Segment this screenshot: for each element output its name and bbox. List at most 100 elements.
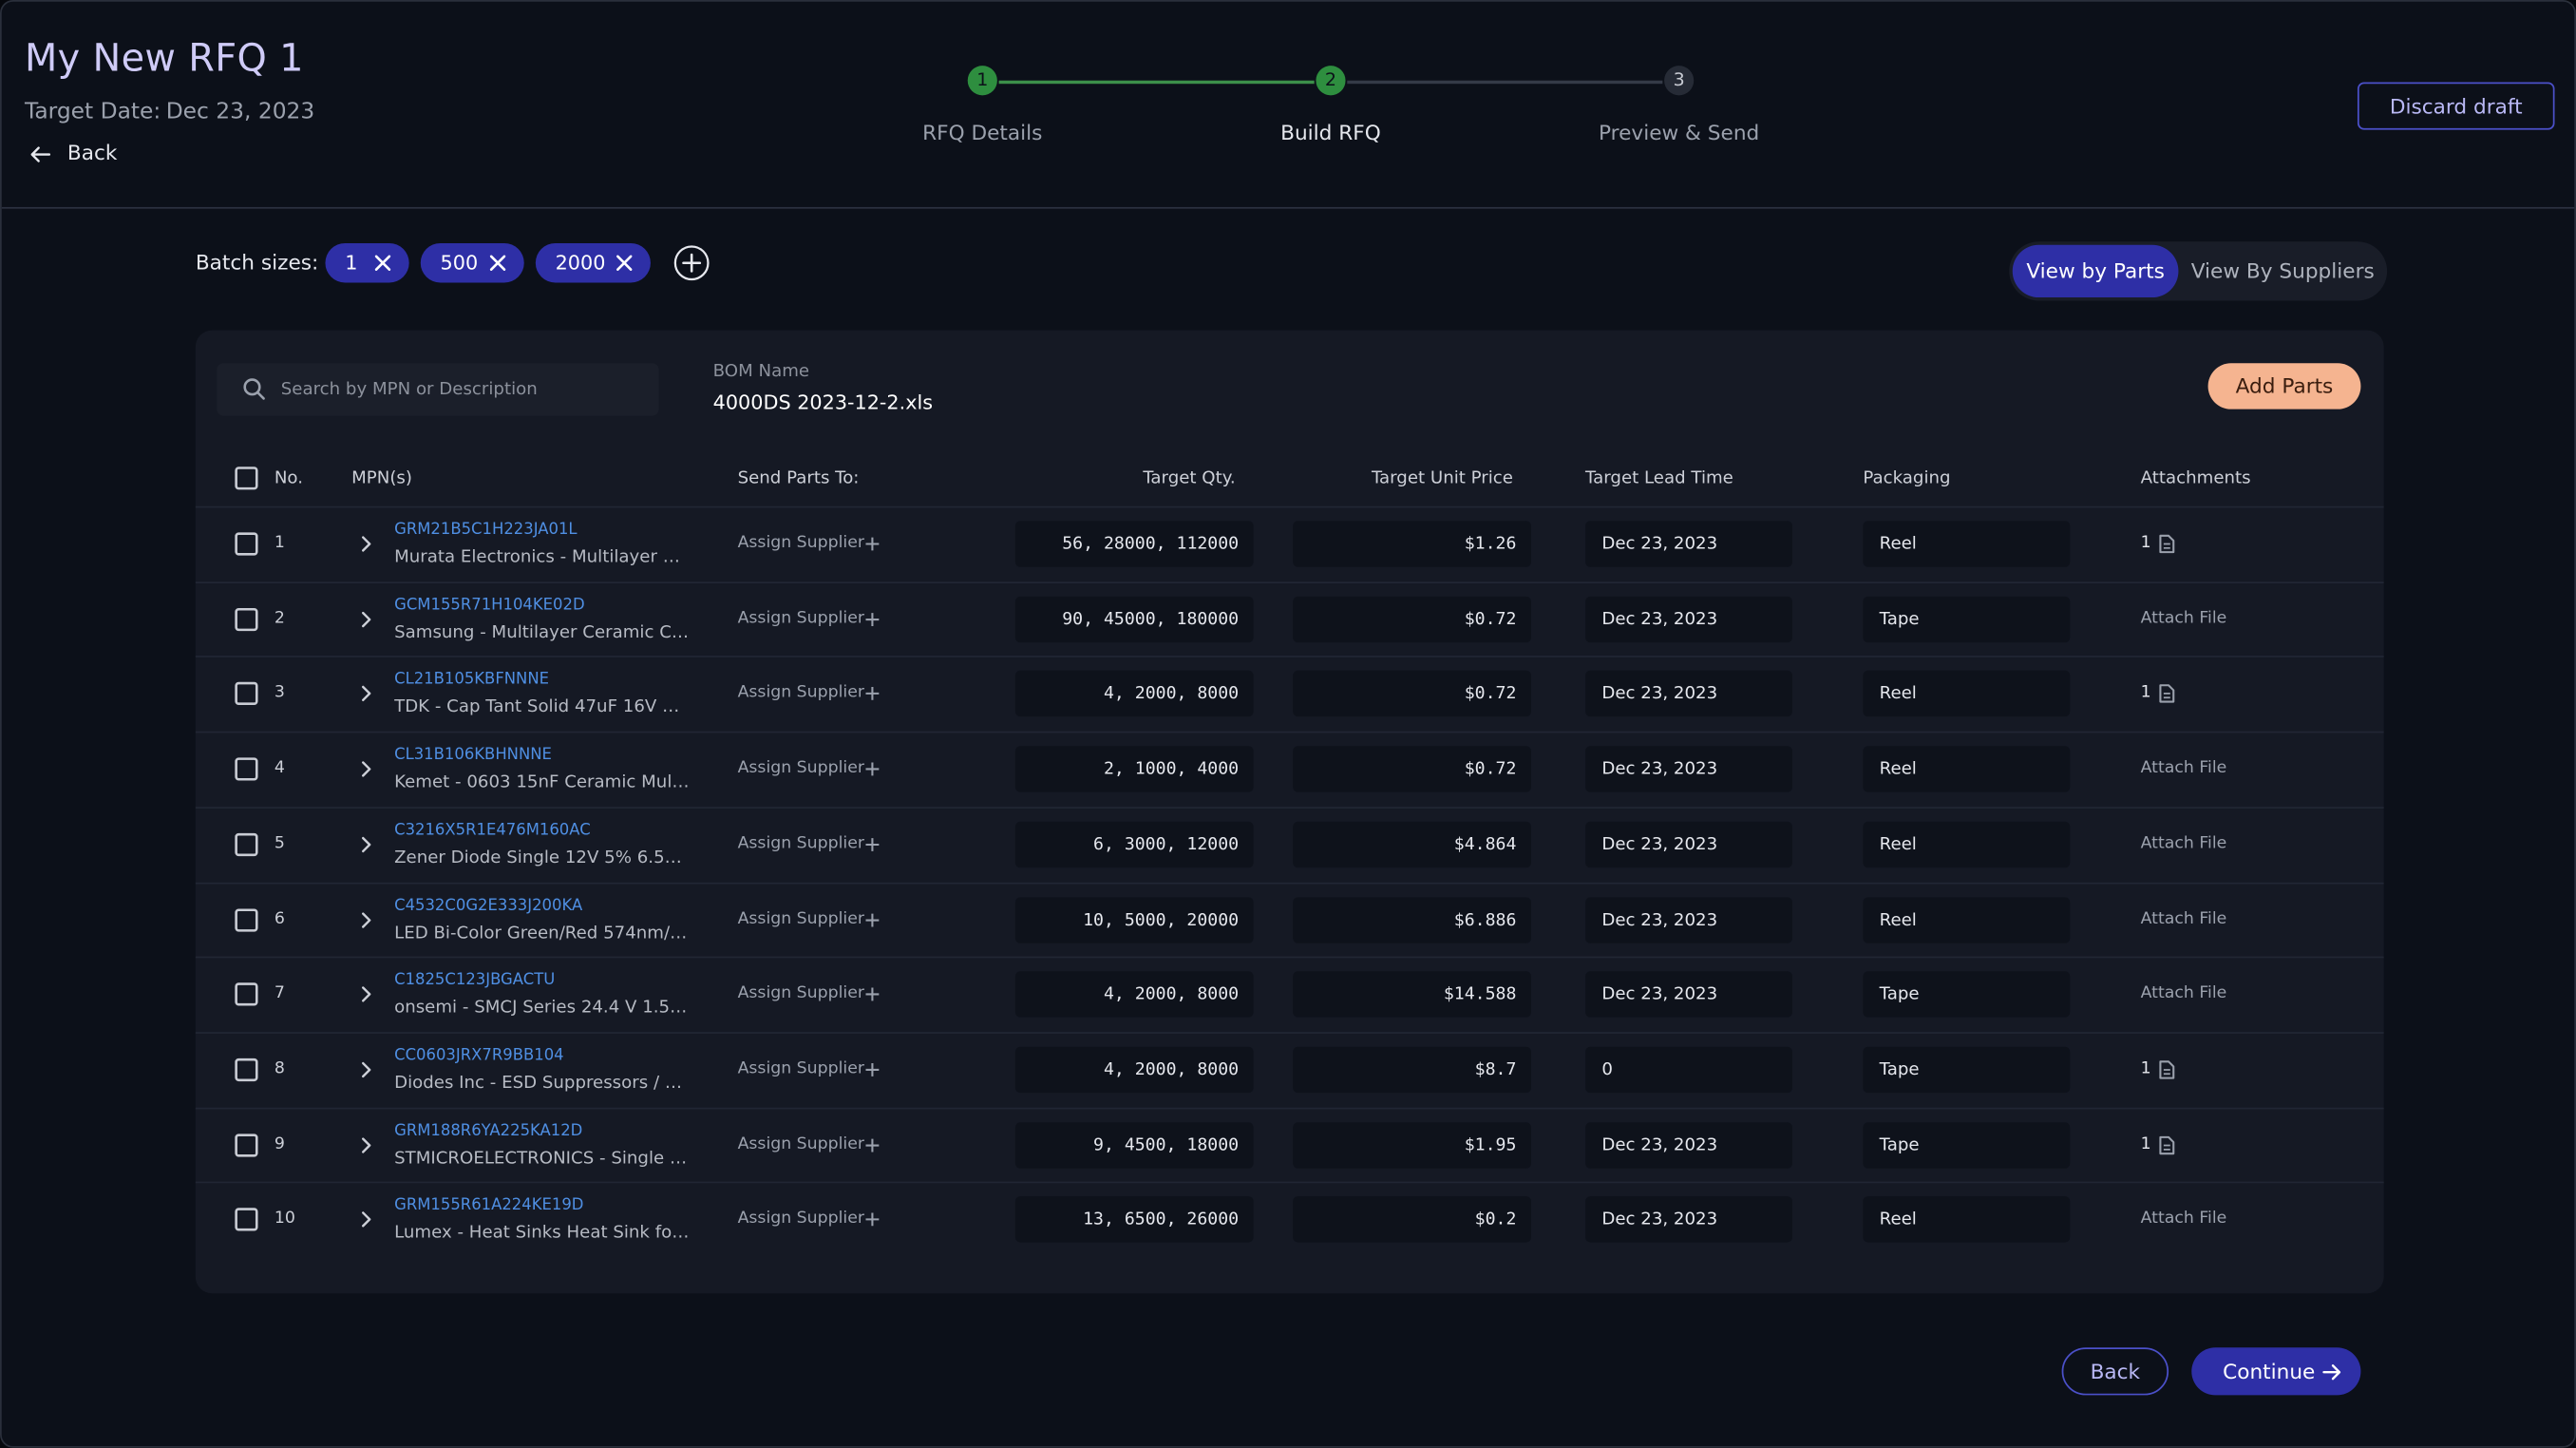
assign-supplier[interactable]: Assign Supplier [737, 834, 864, 853]
row-number: 6 [274, 909, 285, 928]
mpn-link[interactable]: C1825C123JBGACTU [394, 971, 556, 990]
assign-supplier[interactable]: Assign Supplier [737, 609, 864, 628]
assign-plus[interactable] [865, 762, 880, 776]
discard-draft-button[interactable]: Discard draft [2357, 82, 2555, 130]
expand-chevron[interactable] [362, 986, 371, 1002]
qty-input: 56, 28000, 112000 [1014, 521, 1254, 567]
batch-chip[interactable]: 2000 [535, 242, 651, 283]
continue-button[interactable]: Continue [2191, 1347, 2361, 1396]
back-arrow[interactable] [29, 146, 51, 162]
step-label: RFQ Details [922, 120, 1043, 145]
expand-chevron[interactable] [362, 1136, 371, 1153]
remove-chip[interactable] [489, 255, 506, 271]
checkbox-part [235, 1057, 258, 1081]
attach-file[interactable]: Attach File [2140, 1210, 2227, 1229]
attachment-count: 1 [2140, 534, 2151, 553]
attach-file[interactable]: Attach File [2140, 759, 2227, 778]
search-icon-part [243, 378, 261, 396]
assign-plus[interactable] [865, 687, 880, 701]
assign-plus[interactable] [865, 537, 880, 551]
expand-chevron[interactable] [362, 911, 371, 927]
remove-chip[interactable] [374, 255, 391, 271]
row-divider [195, 1107, 2384, 1109]
assign-plus-part [865, 912, 880, 926]
assign-plus[interactable] [865, 837, 880, 851]
row-divider [195, 1031, 2384, 1034]
assign-supplier[interactable]: Assign Supplier [737, 1134, 864, 1153]
assign-plus-part [865, 762, 880, 776]
expand-chevron[interactable] [362, 536, 371, 552]
add-parts-button[interactable]: Add Parts [2207, 363, 2361, 410]
packaging-select: Tape [1863, 1046, 2071, 1093]
expand-chevron[interactable] [362, 761, 371, 777]
checkbox[interactable] [235, 907, 258, 931]
qty-input: 9, 4500, 18000 [1014, 1121, 1254, 1169]
attachment-icon[interactable] [2159, 1059, 2175, 1079]
attach-file[interactable]: Attach File [2140, 609, 2227, 628]
expand-chevron-part [362, 686, 371, 702]
mpn-link[interactable]: GRM188R6YA225KA12D [394, 1121, 583, 1140]
lead-time-input: Dec 23, 2023 [1585, 896, 1792, 943]
row-number: 5 [274, 834, 285, 853]
mpn-link[interactable]: CL31B106KBHNNNE [394, 746, 552, 765]
expand-chevron[interactable] [362, 1211, 371, 1228]
qty-input: 4, 2000, 8000 [1014, 1046, 1254, 1093]
mpn-link[interactable]: GCM155R71H104KE02D [394, 596, 585, 615]
mpn-link[interactable]: C3216X5R1E476M160AC [394, 821, 591, 840]
checkbox[interactable] [235, 467, 258, 490]
checkbox[interactable] [235, 982, 258, 1006]
packaging-select: Reel [1863, 521, 2071, 567]
assign-supplier[interactable]: Assign Supplier [737, 984, 864, 1003]
checkbox[interactable] [235, 532, 258, 556]
assign-supplier[interactable]: Assign Supplier [737, 684, 864, 703]
assign-plus[interactable] [865, 987, 880, 1001]
remove-chip[interactable] [616, 255, 633, 271]
assign-supplier[interactable]: Assign Supplier [737, 1059, 864, 1078]
add-batch[interactable] [673, 245, 710, 281]
batch-chip[interactable]: 500 [420, 242, 524, 283]
attach-file[interactable]: Attach File [2140, 834, 2227, 853]
attach-file[interactable]: Attach File [2140, 984, 2227, 1003]
attach-file[interactable]: Attach File [2140, 909, 2227, 928]
attachment-icon[interactable] [2159, 534, 2175, 554]
footer-back-button[interactable]: Back [2061, 1347, 2169, 1396]
checkbox[interactable] [235, 832, 258, 856]
assign-plus-part [865, 1212, 880, 1227]
mpn-link[interactable]: C4532C0G2E333J200KA [394, 896, 583, 915]
attachment-icon[interactable] [2159, 1134, 2175, 1154]
toggle-active[interactable]: View by Parts [2012, 244, 2179, 298]
attachment-icon[interactable] [2159, 684, 2175, 704]
expand-chevron[interactable] [362, 1061, 371, 1077]
checkbox[interactable] [235, 1208, 258, 1231]
mpn-link[interactable]: CC0603JRX7R9BB104 [394, 1046, 564, 1065]
mpn-link[interactable]: GRM21B5C1H223JA01L [394, 521, 578, 540]
assign-plus[interactable] [865, 1062, 880, 1076]
assign-plus[interactable] [865, 612, 880, 626]
expand-chevron[interactable] [362, 611, 371, 627]
assign-supplier[interactable]: Assign Supplier [737, 1210, 864, 1229]
checkbox[interactable] [235, 1057, 258, 1081]
toggle-option[interactable]: View By Suppliers [2190, 257, 2375, 283]
assign-plus[interactable] [865, 912, 880, 926]
search-box[interactable]: Search by MPN or Description [217, 363, 659, 416]
assign-supplier[interactable]: Assign Supplier [737, 759, 864, 778]
assign-supplier[interactable]: Assign Supplier [737, 909, 864, 928]
bom-label: BOM Name [712, 361, 810, 382]
assign-supplier[interactable]: Assign Supplier [737, 534, 864, 553]
checkbox[interactable] [235, 682, 258, 706]
expand-chevron[interactable] [362, 686, 371, 702]
back-link[interactable]: Back [66, 140, 118, 164]
add-batch-part [673, 245, 710, 281]
mpn-link[interactable]: GRM155R61A224KE19D [394, 1196, 584, 1215]
assign-plus[interactable] [865, 1137, 880, 1152]
lead-time-input: Dec 23, 2023 [1585, 521, 1792, 567]
checkbox[interactable] [235, 1133, 258, 1156]
batch-chip[interactable]: 1 [325, 242, 409, 283]
mpn-link[interactable]: CL21B105KBFNNNE [394, 671, 550, 690]
checkbox[interactable] [235, 607, 258, 631]
assign-plus[interactable] [865, 1212, 880, 1227]
expand-chevron[interactable] [362, 836, 371, 852]
checkbox[interactable] [235, 757, 258, 781]
expand-chevron-part [362, 836, 371, 852]
